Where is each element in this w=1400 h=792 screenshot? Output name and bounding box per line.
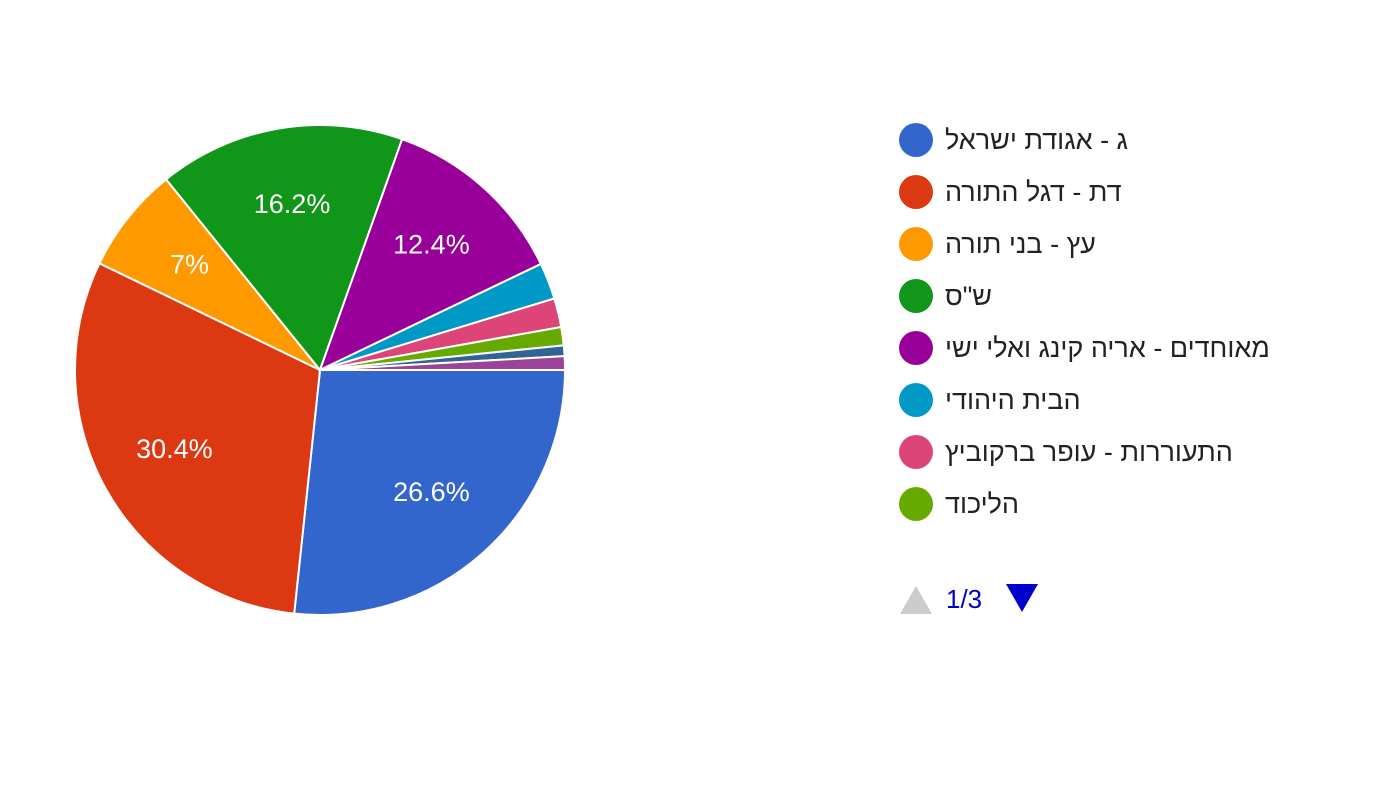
legend-marker <box>899 435 933 469</box>
legend-marker <box>899 279 933 313</box>
pie-slice <box>98 177 321 371</box>
data-label: 16.2% <box>254 189 331 219</box>
legend-label: מאוחדים - אריה קינג ואלי ישי <box>945 333 1270 363</box>
pie-slice <box>319 355 567 371</box>
legend-marker <box>899 227 933 261</box>
legend-label: התעוררות - עופר ברקוביץ <box>945 437 1233 467</box>
legend-marker <box>899 331 933 365</box>
legend-label: דת - דגל התורה <box>945 177 1122 207</box>
data-label: 26.6% <box>393 477 470 507</box>
pie-slice <box>293 369 567 616</box>
data-label: 12.4% <box>393 229 470 259</box>
legend-label: הבית היהודי <box>945 385 1081 415</box>
legend-page: 1/3 <box>946 584 983 614</box>
legend-marker <box>899 123 933 157</box>
legend-next[interactable] <box>1006 584 1038 612</box>
data-label: 30.4% <box>136 434 213 464</box>
legend-prev[interactable] <box>900 586 932 614</box>
pie-slice <box>164 124 404 373</box>
legend-label: ג - אגודת ישראל <box>945 125 1128 155</box>
pie-slice <box>74 261 322 615</box>
pie-slice <box>318 137 543 372</box>
data-label: 7% <box>170 250 209 280</box>
legend-marker <box>899 487 933 521</box>
legend-label: ש"ס <box>945 281 992 311</box>
legend-marker <box>899 383 933 417</box>
legend-label: הליכוד <box>945 489 1020 519</box>
legend-marker <box>899 175 933 209</box>
legend-label: עץ - בני תורה <box>945 229 1096 259</box>
